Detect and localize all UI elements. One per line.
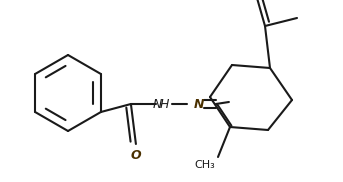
- Text: O: O: [131, 149, 141, 162]
- Text: N: N: [194, 98, 204, 110]
- Text: N: N: [152, 98, 162, 110]
- Text: CH₃: CH₃: [194, 160, 215, 170]
- Text: H: H: [159, 98, 169, 110]
